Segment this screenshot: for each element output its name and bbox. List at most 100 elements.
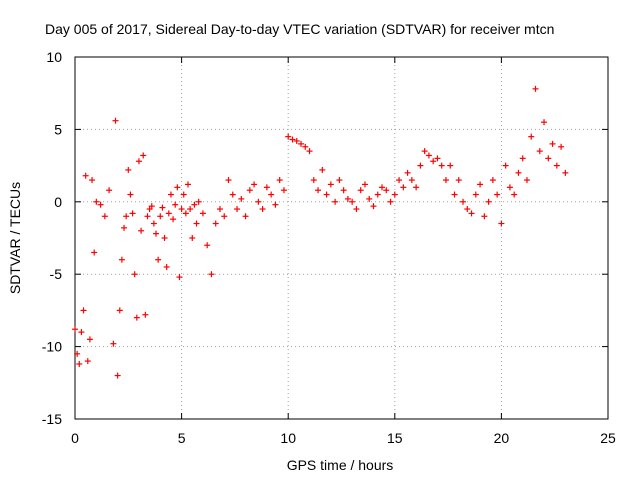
data-point [558, 143, 565, 150]
data-point [532, 85, 539, 92]
data-point [155, 256, 162, 263]
data-point [131, 271, 138, 278]
data-point [404, 169, 411, 176]
data-point [323, 191, 330, 198]
x-tick-label: 25 [600, 430, 616, 446]
data-point [383, 187, 390, 194]
data-point [293, 137, 300, 144]
data-point [86, 336, 93, 343]
x-axis-label: GPS time / hours [287, 457, 394, 473]
data-point [234, 206, 241, 213]
data-point [84, 358, 91, 365]
data-point [472, 191, 479, 198]
data-point [315, 187, 322, 194]
data-point [189, 235, 196, 241]
data-point [387, 198, 394, 205]
data-point [118, 256, 125, 263]
data-point [112, 117, 119, 124]
data-point [259, 206, 266, 213]
data-point [442, 177, 449, 184]
data-point [121, 224, 128, 231]
data-point [506, 184, 513, 191]
axis-ticks: 0 5 10 15 20 25 -15 -10 -5 0 5 10 [42, 49, 616, 446]
data-point [74, 350, 81, 357]
data-point [272, 201, 279, 208]
data-point [541, 119, 548, 126]
data-point [125, 166, 132, 173]
data-point [238, 195, 245, 202]
data-point [78, 329, 85, 336]
data-point [82, 172, 89, 179]
data-point [425, 152, 432, 159]
data-point [306, 148, 313, 155]
data-point [327, 181, 334, 188]
data-point [142, 311, 149, 318]
data-point [157, 213, 164, 220]
data-point [553, 162, 560, 169]
data-point [447, 162, 454, 169]
data-point [133, 314, 140, 321]
data-point [172, 201, 179, 208]
data-point [494, 191, 501, 198]
data-point [289, 136, 296, 143]
data-point [174, 184, 181, 191]
data-point [165, 210, 172, 217]
data-point [242, 213, 249, 220]
data-point [545, 155, 552, 162]
data-point [400, 184, 407, 191]
data-point [76, 360, 83, 367]
data-point [255, 198, 262, 205]
data-point [163, 263, 170, 270]
x-tick-label: 0 [71, 430, 79, 446]
data-point [116, 307, 123, 314]
data-point [72, 326, 78, 333]
data-point [204, 242, 211, 249]
data-point [280, 187, 287, 194]
data-point [182, 210, 189, 217]
data-point [80, 307, 87, 314]
data-point [319, 166, 326, 173]
data-point [464, 206, 471, 213]
data-point [167, 191, 174, 198]
data-point [481, 213, 488, 220]
x-tick-label: 5 [178, 430, 186, 446]
data-points [72, 85, 569, 379]
data-point [148, 203, 155, 210]
data-point [110, 340, 117, 347]
data-point [191, 201, 198, 208]
data-point [353, 206, 360, 213]
data-point [361, 181, 368, 188]
data-point [489, 177, 496, 184]
data-point [135, 158, 142, 165]
grid-lines [75, 57, 608, 419]
data-point [434, 155, 441, 162]
data-point [391, 191, 398, 198]
data-point [159, 204, 166, 211]
data-point [170, 216, 177, 223]
data-point [502, 162, 509, 169]
y-tick-label: -10 [42, 339, 62, 355]
data-point [97, 201, 104, 208]
data-point [144, 213, 151, 220]
data-point [297, 140, 304, 147]
data-point [417, 162, 424, 169]
y-tick-label: 0 [54, 194, 62, 210]
data-point [562, 169, 569, 176]
data-point [268, 191, 275, 198]
data-point [123, 213, 130, 220]
y-tick-label: -15 [42, 411, 62, 427]
y-tick-label: -5 [50, 266, 63, 282]
data-point [528, 133, 535, 140]
data-point [140, 152, 147, 159]
data-point [221, 213, 228, 220]
data-point [498, 220, 505, 227]
data-point [180, 191, 187, 198]
data-point [251, 181, 258, 188]
data-point [485, 198, 492, 205]
data-point [451, 191, 458, 198]
data-point [216, 206, 223, 213]
data-point [302, 143, 309, 150]
data-point [340, 187, 347, 194]
